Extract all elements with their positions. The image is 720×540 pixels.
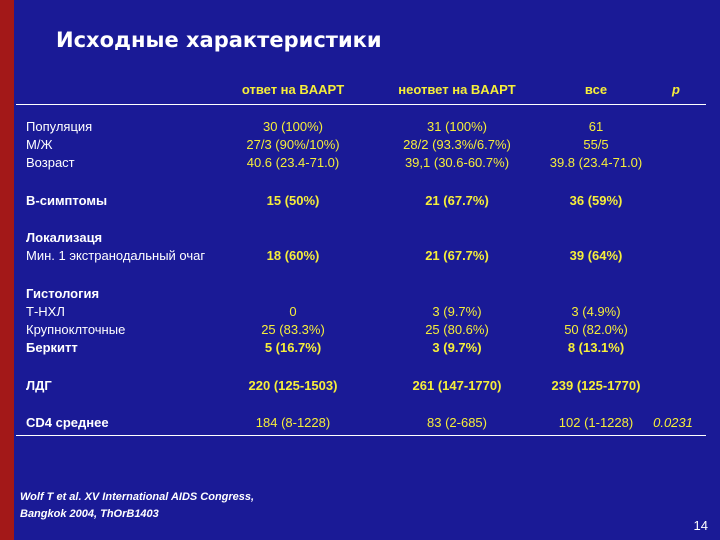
- table-cell: 220 (125-1503): [248, 378, 338, 393]
- table-cell: 184 (8-1228): [255, 415, 331, 430]
- table-cell: 3 (4.9%): [571, 304, 621, 319]
- row-label-age: Возраст: [26, 155, 75, 170]
- row-label-localization: Локализаця: [26, 230, 103, 245]
- header-all: все: [584, 82, 608, 97]
- header-divider: [16, 104, 706, 105]
- page-number: 14: [693, 518, 708, 533]
- table-cell: 40.6 (23.4-71.0): [246, 155, 340, 170]
- header-p: p: [672, 82, 680, 97]
- table-cell: 3 (9.7%): [432, 304, 482, 319]
- row-label-histology: Гистология: [26, 286, 100, 301]
- table-cell: 21 (67.7%): [425, 248, 489, 263]
- citation-line-1: Wolf T et al. XV International AIDS Cong…: [20, 491, 255, 503]
- slide-title: Исходные характеристики: [56, 28, 382, 52]
- row-label-burkitt: Беркитт: [26, 340, 78, 355]
- table-cell: 25 (80.6%): [425, 322, 489, 337]
- table-cell: 0: [289, 304, 297, 319]
- p-value-cell: 0.0231: [653, 415, 693, 430]
- table-cell: 55/5: [583, 137, 609, 152]
- table-cell: 36 (59%): [569, 193, 623, 208]
- header-nonresponse: неответ на BAAPT: [398, 82, 516, 97]
- table-cell: 39 (64%): [569, 248, 623, 263]
- table-cell: 25 (83.3%): [261, 322, 325, 337]
- citation-line-2: Bangkok 2004, ThOrB1403: [20, 508, 159, 520]
- table-cell: 102 (1-1228): [558, 415, 634, 430]
- table-cell: 239 (125-1770): [551, 378, 641, 393]
- table-cell: 21 (67.7%): [425, 193, 489, 208]
- table-cell: 50 (82.0%): [564, 322, 628, 337]
- table-cell: 31 (100%): [427, 119, 487, 134]
- row-label-large-cell: Крупноклточные: [26, 322, 126, 337]
- table-cell: 39,1 (30.6-60.7%): [404, 155, 510, 170]
- table-cell: 39.8 (23.4-71.0): [549, 155, 643, 170]
- citation-footnote: Wolf T et al. XV International AIDS Cong…: [20, 489, 254, 523]
- table-cell: 3 (9.7%): [432, 340, 482, 355]
- table-cell: 15 (50%): [266, 193, 320, 208]
- table-cell: 61: [588, 119, 604, 134]
- table-cell: 30 (100%): [263, 119, 323, 134]
- table-cell: 8 (13.1%): [567, 340, 625, 355]
- row-label-sex: М/Ж: [26, 137, 53, 152]
- table-cell: 28/2 (93.3%/6.7%): [403, 137, 511, 152]
- header-response: ответ на BAAPT: [241, 82, 345, 97]
- left-accent-bar: [0, 0, 14, 540]
- table-bottom-divider: [16, 435, 706, 436]
- table-cell: 83 (2-685): [427, 415, 487, 430]
- row-label-cd4: CD4 среднее: [26, 415, 109, 430]
- row-label-b-symptoms: В-симптомы: [26, 193, 108, 208]
- row-label-t-nhl: Т-НХЛ: [26, 304, 65, 319]
- table-cell: 18 (60%): [266, 248, 320, 263]
- table-cell: 261 (147-1770): [412, 378, 502, 393]
- table-cell: 5 (16.7%): [264, 340, 322, 355]
- table-cell: 27/3 (90%/10%): [246, 137, 340, 152]
- row-label-population: Популяция: [26, 119, 93, 134]
- row-label-extranodal: Мин. 1 экстранодальный очаг: [26, 248, 206, 263]
- row-label-ldh: ЛДГ: [26, 378, 52, 393]
